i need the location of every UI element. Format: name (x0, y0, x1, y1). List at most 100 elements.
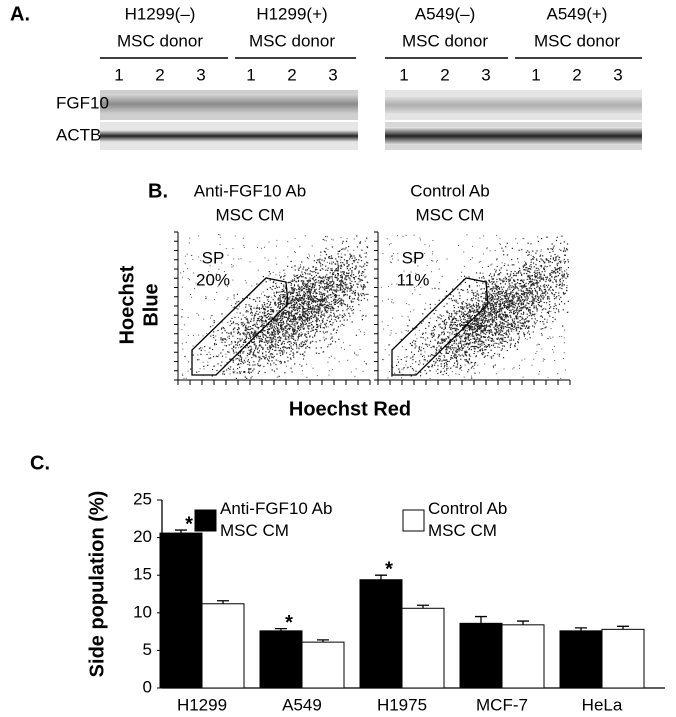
event-dot (508, 336, 509, 337)
event-dot (468, 337, 469, 338)
event-dot (441, 366, 442, 367)
event-dot (317, 327, 318, 328)
event-dot (330, 324, 331, 325)
event-dot (338, 268, 339, 269)
event-dot (312, 314, 313, 315)
event-dot (342, 285, 343, 286)
event-dot (325, 287, 326, 288)
event-dot (182, 375, 183, 376)
event-dot (343, 300, 344, 301)
event-dot (496, 315, 497, 316)
event-dot (238, 363, 239, 364)
event-dot (363, 266, 364, 267)
event-dot (351, 290, 352, 291)
event-dot (271, 327, 272, 328)
event-dot (300, 295, 301, 296)
event-dot (498, 343, 499, 344)
event-dot (285, 328, 286, 329)
event-dot (312, 321, 313, 322)
event-dot (340, 262, 341, 263)
event-dot (560, 297, 561, 298)
event-dot (484, 349, 485, 350)
event-dot (463, 329, 464, 330)
event-dot (289, 354, 290, 355)
event-dot (222, 373, 223, 374)
event-dot (354, 292, 355, 293)
event-dot (302, 308, 303, 309)
event-dot (361, 260, 362, 261)
event-dot (244, 335, 245, 336)
event-dot (189, 242, 190, 243)
event-dot (360, 349, 361, 350)
event-dot (203, 368, 204, 369)
event-dot (422, 356, 423, 357)
event-dot (436, 352, 437, 353)
event-dot (491, 323, 492, 324)
event-dot (479, 314, 480, 315)
event-dot (359, 281, 360, 282)
event-dot (450, 324, 451, 325)
event-dot (436, 347, 437, 348)
event-dot (284, 372, 285, 373)
event-dot (468, 369, 469, 370)
event-dot (453, 365, 454, 366)
event-dot (331, 239, 332, 240)
event-dot (320, 301, 321, 302)
event-dot (226, 345, 227, 346)
event-dot (230, 374, 231, 375)
event-dot (228, 333, 229, 334)
event-dot (244, 360, 245, 361)
event-dot (451, 333, 452, 334)
event-dot (328, 308, 329, 309)
event-dot (502, 341, 503, 342)
event-dot (299, 336, 300, 337)
event-dot (244, 372, 245, 373)
event-dot (527, 302, 528, 303)
event-dot (216, 344, 217, 345)
event-dot (547, 277, 548, 278)
event-dot (314, 314, 315, 315)
event-dot (465, 321, 466, 322)
event-dot (303, 288, 304, 289)
event-dot (309, 336, 310, 337)
event-dot (267, 363, 268, 364)
event-dot (450, 349, 451, 350)
event-dot (427, 360, 428, 361)
event-dot (317, 326, 318, 327)
event-dot (301, 332, 302, 333)
event-dot (469, 328, 470, 329)
event-dot (294, 317, 295, 318)
event-dot (467, 347, 468, 348)
event-dot (268, 329, 269, 330)
event-dot (291, 315, 292, 316)
event-dot (559, 304, 560, 305)
event-dot (525, 307, 526, 308)
event-dot (308, 333, 309, 334)
event-dot (307, 321, 308, 322)
event-dot (282, 297, 283, 298)
event-dot (504, 319, 505, 320)
event-dot (331, 324, 332, 325)
event-dot (316, 347, 317, 348)
event-dot (320, 281, 321, 282)
event-dot (292, 355, 293, 356)
event-dot (241, 361, 242, 362)
event-dot (293, 328, 294, 329)
event-dot (488, 352, 489, 353)
event-dot (492, 297, 493, 298)
event-dot (507, 243, 508, 244)
event-dot (276, 292, 277, 293)
event-dot (285, 339, 286, 340)
event-dot (296, 342, 297, 343)
event-dot (239, 360, 240, 361)
blot-band (385, 127, 642, 145)
event-dot (271, 340, 272, 341)
event-dot (494, 275, 495, 276)
event-dot (254, 334, 255, 335)
event-dot (238, 341, 239, 342)
event-dot (342, 310, 343, 311)
event-dot (258, 336, 259, 337)
event-dot (506, 294, 507, 295)
event-dot (343, 288, 344, 289)
event-dot (300, 308, 301, 309)
